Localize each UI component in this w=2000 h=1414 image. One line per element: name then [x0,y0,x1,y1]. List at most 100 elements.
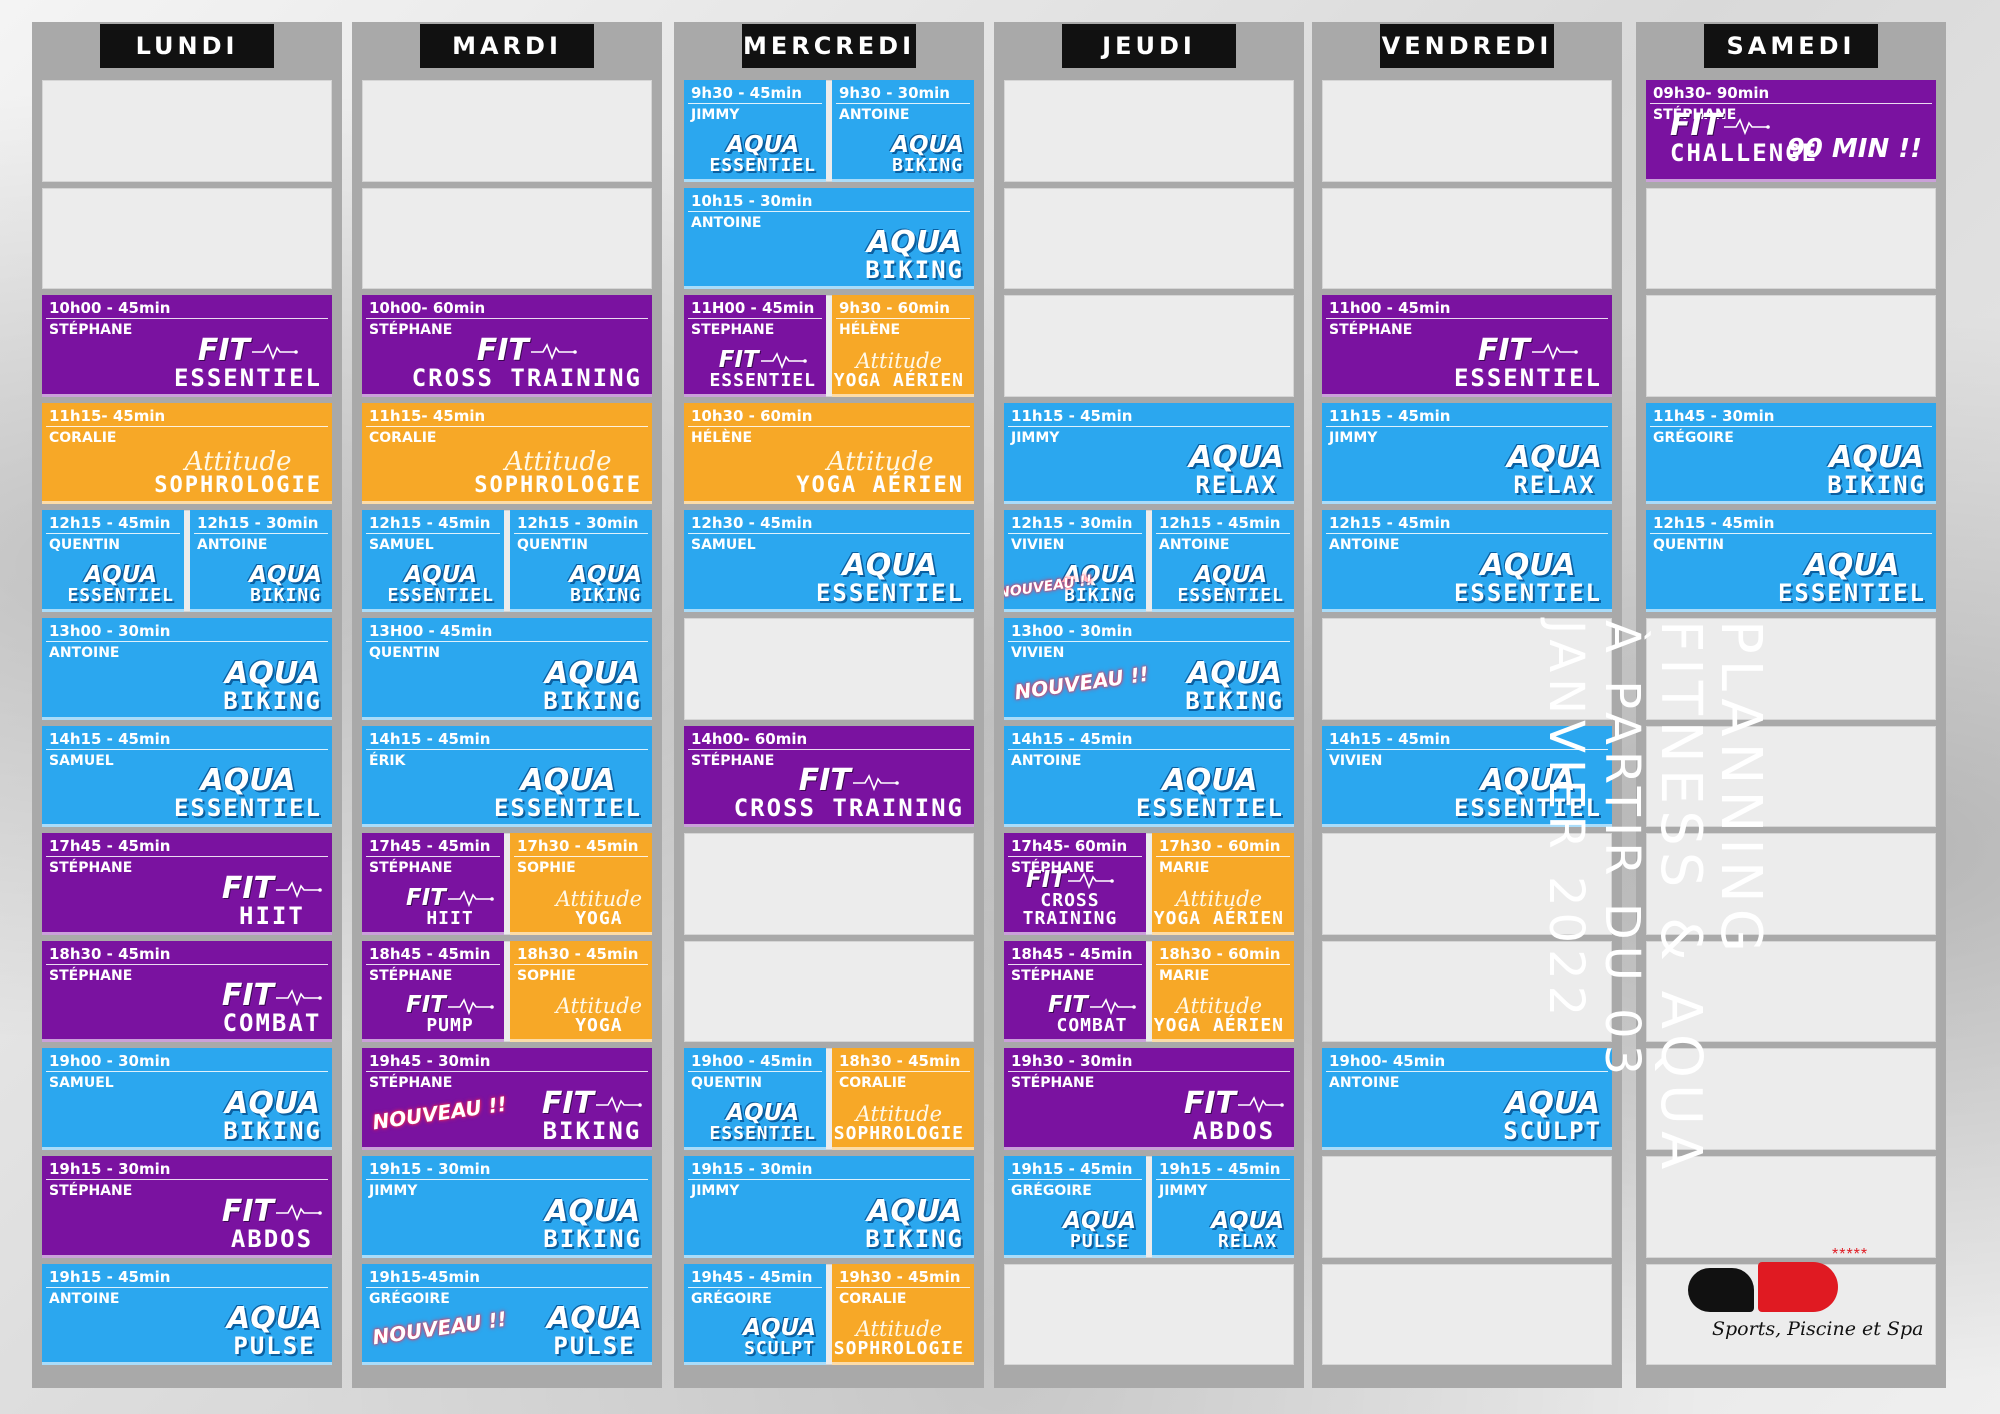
class-brand: Attitude [834,1101,964,1126]
class-card-aqua[interactable]: 12h15 - 45min SAMUEL AQUA ESSENTIEL [362,510,504,612]
class-time: 19h15 - 30min [691,1160,813,1178]
class-card-aqua[interactable]: 11h15 - 45min JIMMY AQUA RELAX [1322,402,1612,505]
class-card-aqua[interactable]: 12h15 - 30min QUENTIN AQUA BIKING [510,510,652,612]
class-card-fit[interactable]: 19h15 - 30min STÉPHANE FIT ABDOS [42,1156,332,1258]
class-name: PUMP [426,1015,474,1037]
class-card-aqua[interactable]: 19h15 - 45min ANTOINE AQUA PULSE [42,1263,332,1366]
class-card-fit[interactable]: 18h45 - 45min STÉPHANE FIT COMBAT [1004,940,1146,1043]
class-card-aqua[interactable]: 12h15 - 45min QUENTIN AQUA ESSENTIEL [1646,510,1936,612]
class-logo: FIT ABDOS [222,1196,322,1251]
title-line-date: JANVIER 2022 [1538,620,1594,1023]
class-card-fit[interactable]: 11h00 - 45min STÉPHANE FIT ESSENTIEL [1322,295,1612,397]
empty-slot [1322,940,1612,1043]
class-card-aqua[interactable]: 11h15 - 45min JIMMY AQUA RELAX [1004,402,1294,505]
class-card-aqua[interactable]: 19h00- 45min ANTOINE AQUA SCULPT [1322,1048,1612,1150]
class-name: BIKING [542,1116,642,1145]
class-logo: AQUA SCULPT [743,1317,816,1358]
class-card-aqua[interactable]: 13H00 - 45min QUENTIN AQUA BIKING [362,618,652,720]
class-coach: ANTOINE [1329,537,1400,554]
class-card-aqua[interactable]: 19h00 - 30min SAMUEL AQUA BIKING [42,1048,332,1150]
class-brand-text: Attitude [1175,994,1262,1019]
class-brand: Attitude [1154,996,1284,1017]
class-logo: FIT COMBAT [222,981,322,1035]
class-card-aqua[interactable]: 12h15 - 45min QUENTIN AQUA ESSENTIEL [42,510,184,612]
class-time: 10h30 - 60min [691,406,813,425]
class-name: ESSENTIEL [1453,578,1602,607]
class-card-aqua[interactable]: 19h15 - 45min JIMMY AQUA RELAX [1152,1156,1294,1258]
class-coach: STÉPHANE [1653,107,1737,123]
class-card-att[interactable]: 19h30 - 45min CORALIE Attitude SOPHROLOGIE [832,1263,974,1366]
class-brand-text: Attitude [855,1101,942,1126]
class-card-aqua[interactable]: 9h30 - 45min JIMMY AQUA ESSENTIEL [684,80,826,182]
class-card-fit[interactable]: 10h00 - 45min STÉPHANE FIT ESSENTIEL [42,295,332,397]
class-card-aqua[interactable]: 19h45 - 45min GRÉGOIRE AQUA SCULPT [684,1263,826,1366]
class-card-aqua[interactable]: 14h15 - 45min SAMUEL AQUA ESSENTIEL [42,725,332,828]
class-time: 09h30- 90min [1653,84,1770,102]
class-card-aqua[interactable]: 12h15 - 30min ANTOINE AQUA BIKING [190,510,332,612]
class-card-aqua[interactable]: 14h15 - 45min ANTOINE AQUA ESSENTIEL [1004,725,1294,828]
class-card-fit[interactable]: 10h00- 60min STÉPHANE FIT CROSS TRAINING [362,295,652,397]
class-card-aqua[interactable]: 19h15 - 45min GRÉGOIRE AQUA PULSE [1004,1156,1146,1258]
empty-slot [1004,1263,1294,1366]
class-card-att[interactable]: 10h30 - 60min HÉLÈNE Attitude YOGA AÉRIEN [684,402,974,505]
class-card-aqua[interactable]: 19h15 - 30min JIMMY AQUA BIKING [684,1156,974,1258]
class-card-aqua[interactable]: 10h15 - 30min ANTOINE AQUA BIKING [684,187,974,290]
class-logo: AQUA ESSENTIEL [1778,550,1926,605]
class-name: CROSS TRAINING [1022,889,1118,929]
class-card-aqua[interactable]: 14h15 - 45min ÉRIK AQUA ESSENTIEL [362,725,652,828]
class-logo: AQUA BIKING [543,658,642,713]
class-card-fit[interactable]: 17h45 - 45min STÉPHANE FIT HIIT [42,833,332,935]
class-logo: AQUA ESSENTIEL [494,766,642,821]
class-card-fit[interactable]: 19h30 - 30min STÉPHANE FIT ABDOS [1004,1048,1294,1150]
class-card-fit[interactable]: 18h30 - 45min STÉPHANE FIT COMBAT [42,940,332,1043]
class-time: 13h00 - 30min [49,622,171,640]
class-time: 19h15 - 45min [1159,1160,1281,1178]
class-card-att[interactable]: 9h30 - 60min HÉLÈNE Attitude YOGA AÉRIEN [832,295,974,397]
class-card-aqua[interactable]: 19h00 - 45min QUENTIN AQUA ESSENTIEL [684,1048,826,1150]
class-card-fit[interactable]: 11H00 - 45min STEPHANE FIT ESSENTIEL [684,295,826,397]
class-card-fit[interactable]: 09h30- 90min STÉPHANE FIT CHALLENGE 90 MIN !… [1646,80,1936,182]
class-coach: STÉPHANE [49,967,133,984]
divider [366,748,648,750]
class-card-aqua[interactable]: 19h15 - 30min JIMMY AQUA BIKING [362,1156,652,1258]
class-brand: FIT [709,348,816,372]
class-card-fit[interactable]: 14h00- 60min STÉPHANE FIT CROSS TRAINING [684,725,974,828]
class-card-aqua[interactable]: 12h30 - 45min SAMUEL AQUA ESSENTIEL [684,510,974,612]
class-card-att[interactable]: 11h15- 45min CORALIE Attitude SOPHROLOGIE [42,402,332,505]
heartbeat-icon [276,989,322,1006]
class-card-fit[interactable]: 19h45 - 30min STÉPHANE FIT BIKING NOUVEAU !! [362,1048,652,1150]
class-card-att[interactable]: 18h30 - 45min SOPHIE Attitude YOGA [510,940,652,1043]
ab-logo-a-shape [1688,1268,1754,1312]
class-card-aqua[interactable]: 14h15 - 45min VIVIEN AQUA ESSENTIEL [1322,725,1612,828]
empty-slot [1322,80,1612,182]
class-card-aqua[interactable]: 19h15-45min GRÉGOIRE AQUA PULSE NOUVEAU !! [362,1263,652,1366]
class-card-aqua[interactable]: 12h15 - 30min VIVIEN AQUA BIKING NOUVEAU !! [1004,510,1146,612]
class-card-att[interactable]: 18h30 - 45min CORALIE Attitude SOPHROLOGIE [832,1048,974,1150]
class-brand: Attitude [1154,888,1284,910]
class-brand: AQUA [1063,1209,1136,1233]
class-card-att[interactable]: 17h30 - 45min SOPHIE Attitude YOGA [510,833,652,935]
class-card-att[interactable]: 18h30 - 60min MARIE Attitude YOGA AÉRIEN [1152,940,1294,1043]
class-card-aqua[interactable]: 11h45 - 30min GRÉGOIRE AQUA BIKING [1646,402,1936,505]
class-card-aqua[interactable]: 9h30 - 30min ANTOINE AQUA BIKING [832,80,974,182]
class-card-aqua[interactable]: 12h15 - 45min ANTOINE AQUA ESSENTIEL [1152,510,1294,612]
class-card-fit[interactable]: 18h45 - 45min STÉPHANE FIT PUMP [362,940,504,1043]
class-name: BIKING [865,256,964,285]
class-brand: AQUA [1189,443,1284,473]
class-time: 12h15 - 45min [1653,514,1775,533]
class-card-fit[interactable]: 17h45 - 45min STÉPHANE FIT HIIT [362,833,504,935]
class-card-aqua[interactable]: 13h00 - 30min VIVIEN AQUA BIKING NOUVEAU !! [1004,618,1294,720]
class-card-att[interactable]: 17h30 - 60min MARIE Attitude YOGA AÉRIEN [1152,833,1294,935]
class-card-aqua[interactable]: 12h15 - 45min ANTOINE AQUA ESSENTIEL [1322,510,1612,612]
class-card-aqua[interactable]: 13h00 - 30min ANTOINE AQUA BIKING [42,618,332,720]
class-coach: CORALIE [839,1075,907,1092]
nouveau-badge: NOUVEAU !! [370,1091,509,1135]
class-card-att[interactable]: 11h15- 45min CORALIE Attitude SOPHROLOGIE [362,402,652,505]
divider [1008,856,1142,858]
class-brand: Attitude [556,996,642,1017]
class-logo: FIT ESSENTIEL [174,335,322,390]
class-logo: AQUA RELAX [1507,443,1602,498]
class-brand-text: AQUA [726,131,800,158]
class-card-fit[interactable]: 17h45- 60min STÉPHANE FIT CROSS TRAINING [1004,833,1146,935]
class-coach: ANTOINE [49,1290,120,1307]
